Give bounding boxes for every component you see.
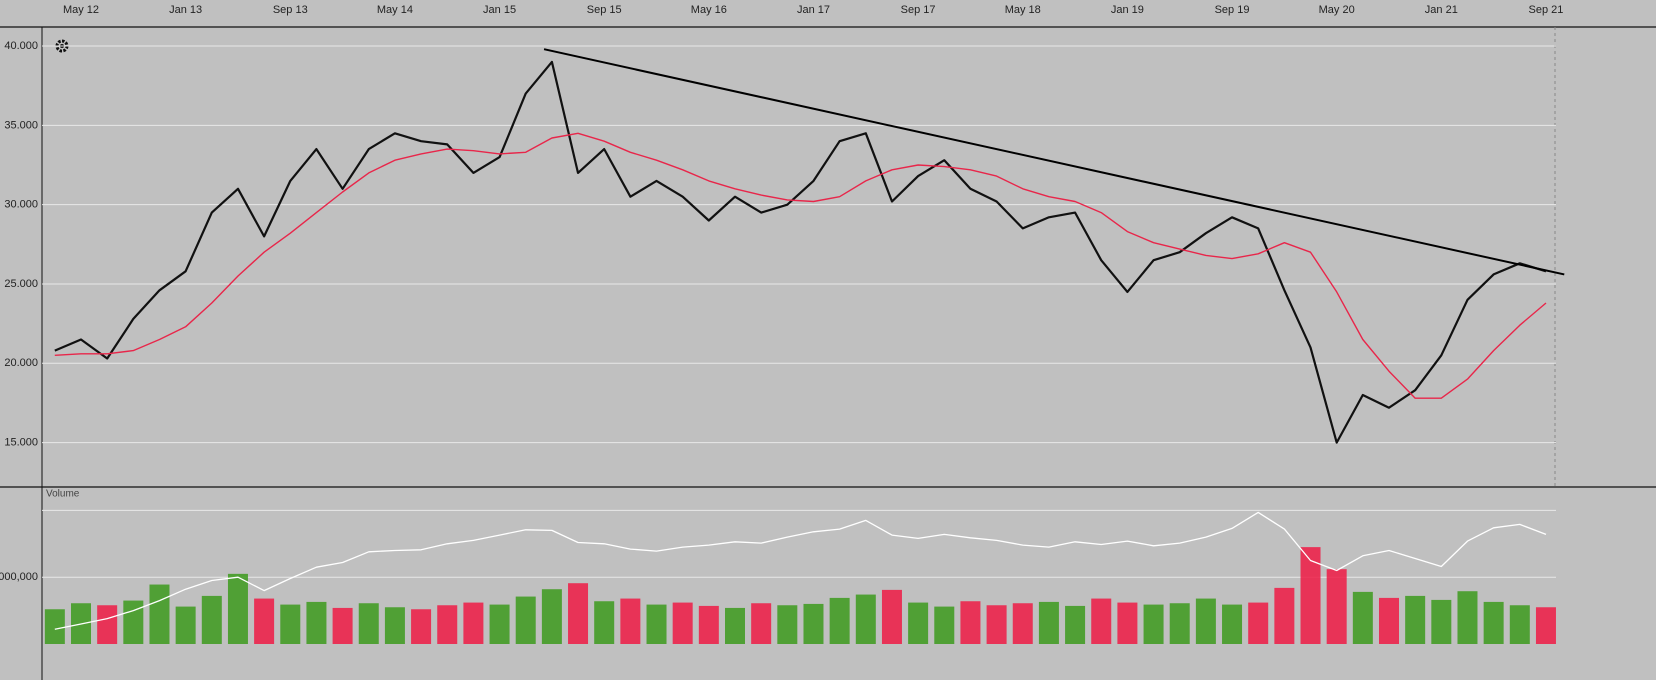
- volume-bar: [1457, 591, 1478, 644]
- volume-bar: [698, 605, 719, 644]
- volume-bar: [777, 605, 798, 644]
- volume-bar: [986, 605, 1007, 644]
- price-line: [54, 60, 1547, 444]
- x-tick-label: May 12: [63, 4, 99, 16]
- y-tick-label: 30.000: [4, 199, 38, 211]
- volume-bar: [1248, 602, 1269, 644]
- volume-bar: [1143, 604, 1164, 644]
- x-tick-label: Jan 17: [797, 4, 830, 16]
- volume-bar: [1483, 601, 1504, 644]
- volume-bar: [201, 595, 222, 644]
- volume-bar: [908, 602, 929, 644]
- x-tick-label: Jan 15: [483, 4, 516, 16]
- volume-bar: [1117, 602, 1138, 644]
- y-tick-label: ,000,000: [0, 571, 38, 583]
- volume-bar: [1038, 601, 1059, 644]
- volume-bar: [175, 606, 196, 644]
- y-tick-label: 15.000: [4, 436, 38, 448]
- volume-bar: [515, 596, 536, 644]
- volume-bar: [1222, 604, 1243, 644]
- volume-bar: [149, 584, 170, 644]
- volume-bar: [463, 602, 484, 644]
- x-tick-label: Jan 19: [1111, 4, 1144, 16]
- volume-bar: [934, 606, 955, 644]
- volume-bar: [97, 605, 118, 644]
- volume-bar: [594, 601, 615, 644]
- y-tick-label: 35.000: [4, 119, 38, 131]
- y-tick-label: 40.000: [4, 40, 38, 52]
- volume-bar: [881, 589, 902, 644]
- volume-bar: [803, 603, 824, 644]
- y-tick-label: 20.000: [4, 357, 38, 369]
- x-tick-label: Sep 17: [901, 4, 936, 16]
- x-tick-label: Sep 19: [1215, 4, 1250, 16]
- volume-bar: [1012, 603, 1033, 644]
- volume-bar: [1169, 603, 1190, 644]
- volume-bar: [855, 594, 876, 644]
- volume-bar: [1065, 605, 1086, 644]
- volume-bar: [829, 597, 850, 644]
- x-tick-label: May 14: [377, 4, 413, 16]
- moving-average-line: [54, 132, 1547, 399]
- volume-bar: [123, 600, 144, 644]
- volume-bar: [1274, 587, 1295, 644]
- volume-bar: [646, 604, 667, 644]
- volume-bar: [384, 607, 405, 644]
- volume-bar: [1326, 569, 1347, 644]
- volume-bar: [1405, 595, 1426, 644]
- volume-bar: [620, 598, 641, 644]
- volume-bar: [541, 589, 562, 644]
- volume-bar: [1352, 591, 1373, 644]
- volume-bar: [725, 607, 745, 644]
- x-tick-label: May 18: [1005, 4, 1041, 16]
- volume-bar: [280, 604, 301, 644]
- volume-bar: [358, 603, 379, 644]
- volume-bar: [437, 605, 458, 644]
- x-tick-label: Jan 21: [1425, 4, 1458, 16]
- volume-bar: [960, 601, 981, 644]
- volume-bar: [568, 583, 589, 644]
- x-tick-label: Sep 13: [273, 4, 308, 16]
- volume-bar: [254, 598, 275, 644]
- plot-layer: 15.000 20.000 25.000 30.000 35.000 40.000 ,000…: [0, 4, 1565, 644]
- volume-title: Volume: [46, 489, 80, 500]
- volume-bar: [1195, 598, 1216, 644]
- volume-bar: [1300, 547, 1321, 644]
- volume-bar: [1535, 607, 1556, 644]
- volume-bar: [306, 601, 327, 644]
- volume-bar: [332, 607, 353, 644]
- x-tick-label: Jan 13: [169, 4, 202, 16]
- volume-average-line: [54, 511, 1547, 630]
- x-tick-label: Sep 21: [1529, 4, 1564, 16]
- volume-bar: [44, 609, 65, 644]
- volume-bar: [489, 604, 510, 644]
- trend-line: [543, 48, 1565, 276]
- x-tick-label: Sep 15: [587, 4, 622, 16]
- volume-bar: [1379, 597, 1399, 644]
- volume-bar: [1091, 598, 1112, 644]
- x-tick-label: May 20: [1319, 4, 1355, 16]
- volume-bar: [1509, 605, 1530, 644]
- volume-bar: [672, 602, 693, 644]
- x-tick-label: May 16: [691, 4, 727, 16]
- volume-bar: [1431, 599, 1452, 644]
- volume-bar: [227, 573, 248, 644]
- y-tick-label: 25.000: [4, 278, 38, 290]
- volume-bar: [751, 603, 772, 644]
- volume-bar: [411, 609, 432, 644]
